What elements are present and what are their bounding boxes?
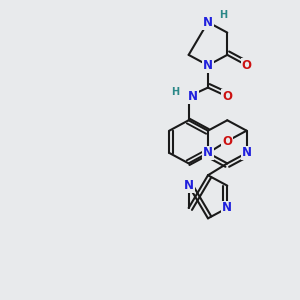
- Text: N: N: [203, 59, 213, 72]
- Text: O: O: [222, 90, 232, 103]
- Text: N: N: [222, 202, 232, 214]
- Text: N: N: [188, 90, 198, 103]
- Text: N: N: [184, 179, 194, 192]
- Text: H: H: [171, 87, 179, 97]
- Text: O: O: [242, 59, 252, 72]
- Text: N: N: [242, 146, 252, 160]
- Text: O: O: [222, 135, 232, 148]
- Text: H: H: [219, 10, 227, 20]
- Text: N: N: [203, 146, 213, 160]
- Text: N: N: [203, 16, 213, 29]
